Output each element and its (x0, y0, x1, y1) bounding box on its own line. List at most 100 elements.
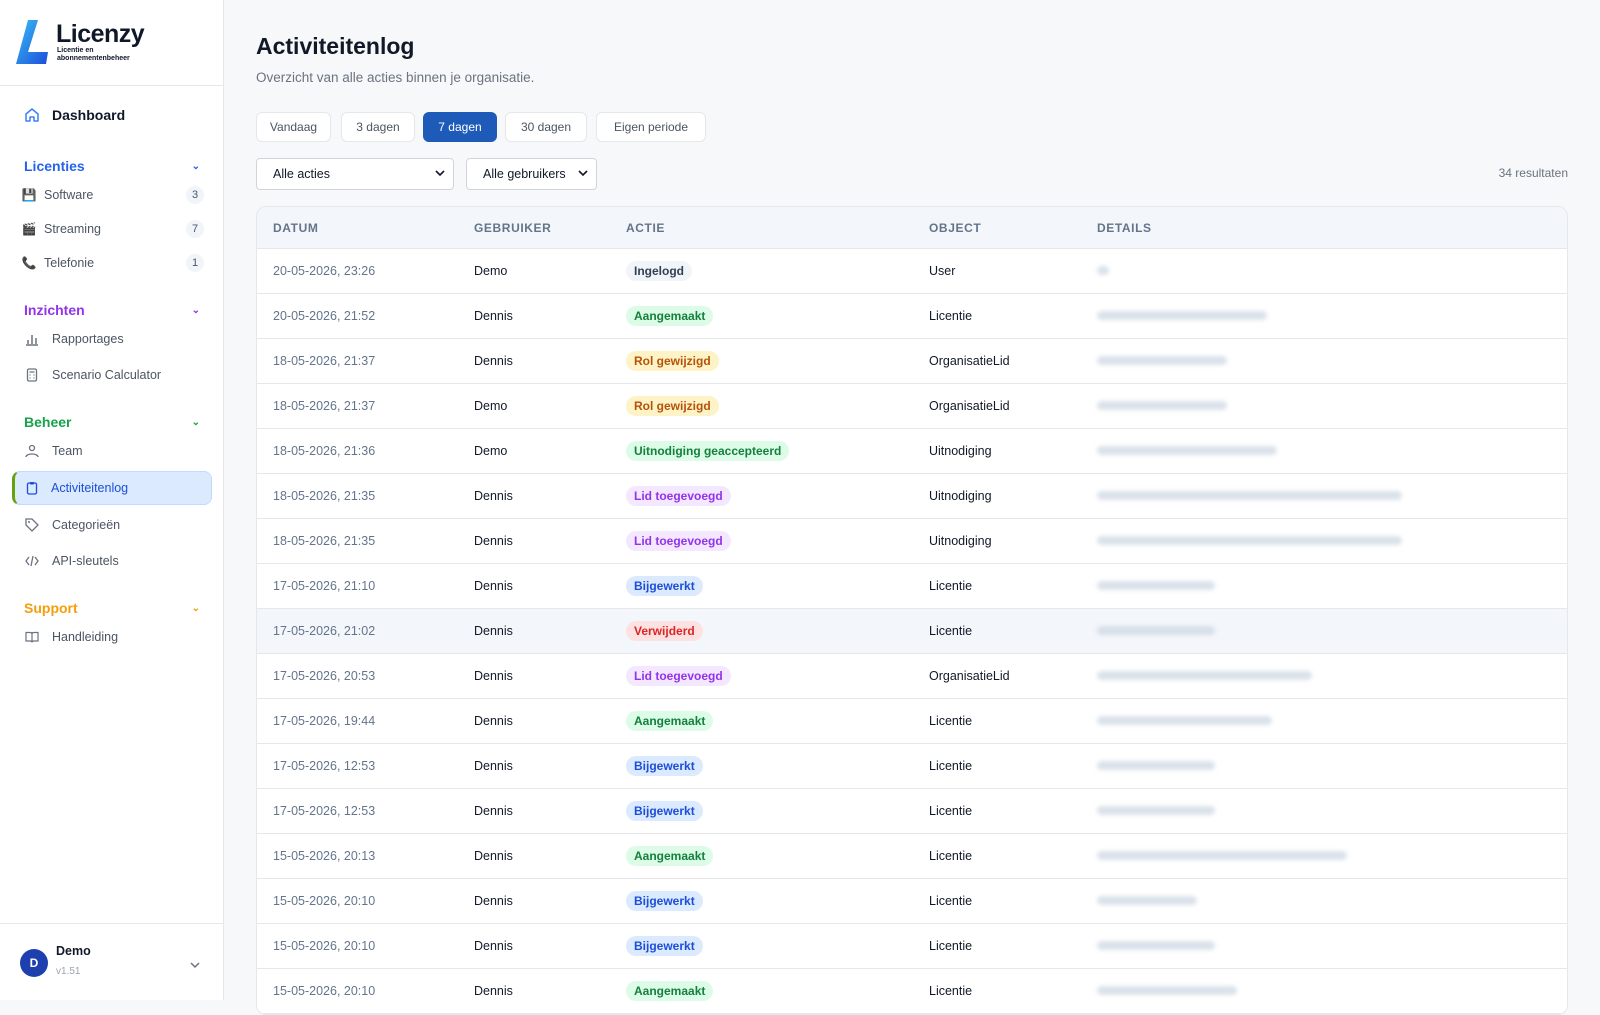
table-row[interactable]: 18-05-2026, 21:35 Dennis Lid toegevoegd Uit… (257, 519, 1567, 564)
cell-details (1097, 309, 1567, 323)
clipboard-icon (25, 481, 39, 495)
table-row[interactable]: 18-05-2026, 21:37 Dennis Rol gewijzigd Orga… (257, 339, 1567, 384)
table-row[interactable]: 15-05-2026, 20:10 Dennis Bijgewerkt Licenti… (257, 879, 1567, 924)
action-badge: Bijgewerkt (626, 936, 703, 956)
floppy-icon: 💾 (21, 188, 37, 202)
redacted-details (1097, 536, 1402, 545)
licenzy-logo-icon (16, 20, 48, 64)
range-30-dagen-button[interactable]: 30 dagen (505, 112, 587, 142)
range-7-dagen-button[interactable]: 7 dagen (423, 112, 497, 142)
cell-date: 18-05-2026, 21:37 (273, 354, 376, 368)
chevron-down-icon: ⌄ (191, 602, 200, 614)
cell-details (1097, 984, 1567, 998)
cell-object: OrganisatieLid (929, 669, 1010, 683)
cell-details (1097, 579, 1567, 593)
sidebar-item-telefonie[interactable]: 📞 Telefonie 1 (20, 251, 204, 275)
chevron-down-icon: ⌄ (191, 416, 200, 428)
section-inzichten[interactable]: Inzichten ⌄ (24, 302, 200, 318)
sidebar-item-handleiding[interactable]: Handleiding (24, 625, 208, 649)
action-badge: Ingelogd (626, 261, 692, 281)
table-row[interactable]: 18-05-2026, 21:35 Dennis Lid toegevoegd Uit… (257, 474, 1567, 519)
column-header-datum[interactable]: DATUM (273, 220, 319, 235)
home-icon (25, 108, 39, 122)
cell-user: Dennis (474, 894, 513, 908)
sidebar-item-label: Software (44, 188, 94, 202)
sidebar-item-categorieen[interactable]: Categorieën (24, 513, 208, 537)
column-header-gebruiker[interactable]: GEBRUIKER (474, 220, 552, 235)
range-vandaag-button[interactable]: Vandaag (256, 112, 331, 142)
sidebar-item-api-sleutels[interactable]: API-sleutels (24, 549, 208, 573)
cell-action: Uitnodiging geaccepteerd (626, 441, 929, 461)
section-title: Inzichten (24, 302, 85, 318)
column-header-object[interactable]: OBJECT (929, 220, 982, 235)
cell-date: 18-05-2026, 21:35 (273, 534, 376, 548)
table-row[interactable]: 17-05-2026, 12:53 Dennis Bijgewerkt Licenti… (257, 789, 1567, 834)
action-badge: Aangemaakt (626, 981, 714, 1001)
table-row[interactable]: 17-05-2026, 19:44 Dennis Aangemaakt Licenti… (257, 699, 1567, 744)
cell-object: OrganisatieLid (929, 399, 1010, 413)
user-filter-select[interactable]: Alle gebruikers (466, 158, 597, 190)
chevron-down-icon (578, 167, 588, 181)
table-row[interactable]: 17-05-2026, 12:53 Dennis Bijgewerkt Licenti… (257, 744, 1567, 789)
cell-details (1097, 849, 1567, 863)
table-row[interactable]: 17-05-2026, 21:10 Dennis Bijgewerkt Licenti… (257, 564, 1567, 609)
cell-details (1097, 894, 1567, 908)
sidebar-item-rapportages[interactable]: Rapportages (24, 327, 208, 351)
redacted-details (1097, 716, 1272, 725)
section-beheer[interactable]: Beheer ⌄ (24, 414, 200, 430)
table-row[interactable]: 18-05-2026, 21:37 Demo Rol gewijzigd Organi… (257, 384, 1567, 429)
section-licenties[interactable]: Licenties ⌄ (24, 158, 200, 174)
user-menu[interactable]: D Demo v1.51 (0, 923, 224, 1000)
cell-details (1097, 489, 1567, 503)
page-title: Activiteitenlog (256, 33, 415, 59)
calculator-icon (24, 367, 40, 383)
table-row[interactable]: 15-05-2026, 20:13 Dennis Aangemaakt Licenti… (257, 834, 1567, 879)
table-row[interactable]: 17-05-2026, 20:53 Dennis Lid toegevoegd Org… (257, 654, 1567, 699)
bar-chart-icon (24, 331, 40, 347)
table-row[interactable]: 15-05-2026, 20:10 Dennis Bijgewerkt Licenti… (257, 924, 1567, 969)
cell-details (1097, 264, 1567, 278)
table-row[interactable]: 20-05-2026, 21:52 Dennis Aangemaakt Licenti… (257, 294, 1567, 339)
section-support[interactable]: Support ⌄ (24, 600, 200, 616)
sidebar-item-label: Handleiding (52, 630, 119, 644)
chevron-down-icon (435, 167, 445, 181)
sidebar: Licenzy Licentie en abonnementenbeheer D… (0, 0, 224, 1000)
avatar: D (20, 949, 48, 977)
redacted-details (1097, 671, 1312, 680)
cell-object: User (929, 264, 956, 278)
table-row[interactable]: 18-05-2026, 21:36 Demo Uitnodiging geaccep… (257, 429, 1567, 474)
table-row[interactable]: 20-05-2026, 23:26 Demo Ingelogd User (257, 249, 1567, 294)
cell-object: Uitnodiging (929, 534, 992, 548)
count-badge: 1 (186, 254, 204, 272)
cell-action: Aangemaakt (626, 306, 929, 326)
cell-object: Licentie (929, 804, 973, 818)
sidebar-item-scenario-calculator[interactable]: Scenario Calculator (24, 363, 208, 387)
cell-action: Rol gewijzigd (626, 396, 929, 416)
column-header-details[interactable]: DETAILS (1097, 220, 1152, 235)
sidebar-item-software[interactable]: 💾 Software 3 (20, 183, 204, 207)
sidebar-item-activiteitenlog[interactable]: Activiteitenlog (12, 471, 212, 505)
range-3-dagen-button[interactable]: 3 dagen (341, 112, 415, 142)
sidebar-item-streaming[interactable]: 🎬 Streaming 7 (20, 217, 204, 241)
results-count: 34 resultaten (1498, 166, 1568, 180)
cell-user: Dennis (474, 939, 513, 953)
sidebar-item-team[interactable]: Team (24, 439, 208, 463)
action-badge: Lid toegevoegd (626, 666, 731, 686)
sidebar-item-dashboard[interactable]: Dashboard (24, 107, 125, 123)
cell-action: Lid toegevoegd (626, 666, 929, 686)
table-row[interactable]: 17-05-2026, 21:02 Dennis Verwijderd Licenti… (257, 609, 1567, 654)
cell-action: Bijgewerkt (626, 576, 929, 596)
cell-action: Lid toegevoegd (626, 486, 929, 506)
redacted-details (1097, 626, 1215, 635)
logo[interactable]: Licenzy Licentie en abonnementenbeheer (0, 0, 223, 86)
cell-object: Licentie (929, 579, 973, 593)
range-eigen-periode-button[interactable]: Eigen periode (596, 112, 706, 142)
column-header-actie[interactable]: ACTIE (626, 220, 665, 235)
action-badge: Bijgewerkt (626, 891, 703, 911)
count-badge: 7 (186, 220, 204, 238)
action-filter-select[interactable]: Alle acties (256, 158, 454, 190)
redacted-details (1097, 986, 1237, 995)
cell-date: 20-05-2026, 21:52 (273, 309, 376, 323)
table-row[interactable]: 15-05-2026, 20:10 Dennis Aangemaakt Licenti… (257, 969, 1567, 1014)
redacted-details (1097, 581, 1215, 590)
